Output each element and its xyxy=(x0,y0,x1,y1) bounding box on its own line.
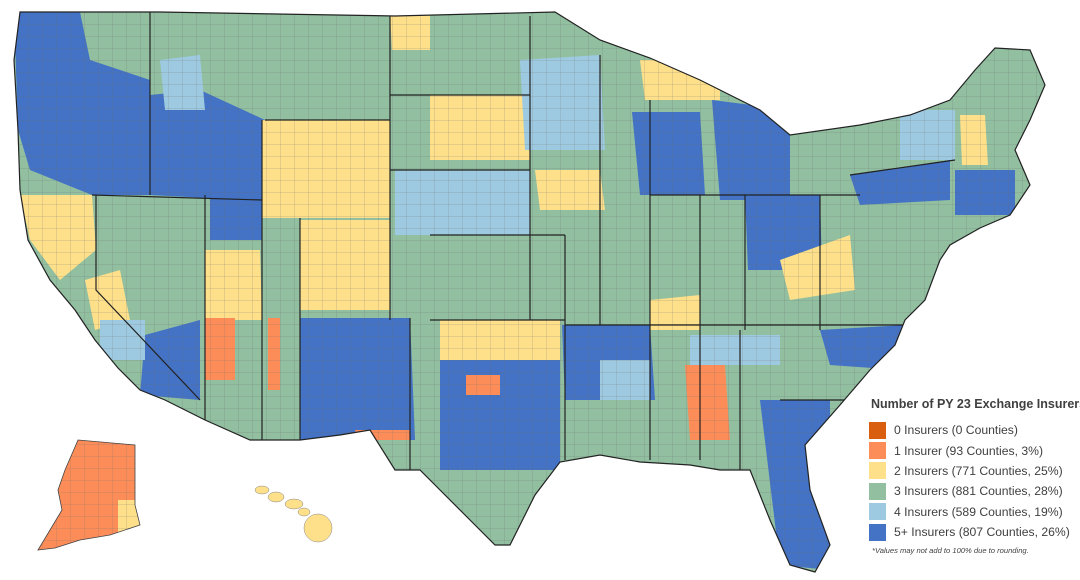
alaska-outline xyxy=(37,439,141,551)
hawaii-island xyxy=(267,491,285,503)
legend-label: 1 Insurer (93 Counties, 3%) xyxy=(894,443,1044,458)
legend-item-1: 1 Insurer (93 Counties, 3%) xyxy=(869,440,1080,460)
legend-swatch xyxy=(869,482,886,500)
legend-footnote: *Values may not add to 100% due to round… xyxy=(872,546,1029,556)
hawaii-island xyxy=(254,485,270,495)
state-boundary xyxy=(95,195,201,401)
legend-label: 0 Insurers (0 Counties) xyxy=(894,423,1018,438)
alaska xyxy=(38,440,140,550)
legend-item-5: 5+ Insurers (807 Counties, 26%) xyxy=(869,522,1080,542)
legend-swatch xyxy=(869,421,886,439)
legend-swatch xyxy=(869,523,886,541)
hawaii-island xyxy=(284,498,304,510)
legend-item-2: 2 Insurers (771 Counties, 25%) xyxy=(869,461,1080,481)
legend-swatch xyxy=(869,462,886,480)
hawaii xyxy=(254,485,333,543)
legend-title: Number of PY 23 Exchange Insurers* xyxy=(871,397,1080,411)
legend-label: 4 Insurers (589 Counties, 19%) xyxy=(894,504,1063,519)
legend-item-3: 3 Insurers (881 Counties, 28%) xyxy=(869,481,1080,501)
legend-item-0: 0 Insurers (0 Counties) xyxy=(869,420,1080,440)
hawaii-island xyxy=(303,513,333,543)
legend-label: 2 Insurers (771 Counties, 25%) xyxy=(894,463,1063,478)
legend-label: 3 Insurers (881 Counties, 28%) xyxy=(894,484,1063,499)
conus-outline xyxy=(13,11,1046,573)
legend-item-4: 4 Insurers (589 Counties, 19%) xyxy=(869,502,1080,522)
hawaii-island xyxy=(297,507,311,517)
state-boundary xyxy=(849,159,956,176)
legend-label: 5+ Insurers (807 Counties, 26%) xyxy=(894,525,1070,540)
legend-swatch xyxy=(869,503,886,521)
legend-swatch xyxy=(869,442,886,460)
legend: Number of PY 23 Exchange Insurers* 0 Ins… xyxy=(868,397,1080,555)
state-boundary xyxy=(91,194,263,201)
